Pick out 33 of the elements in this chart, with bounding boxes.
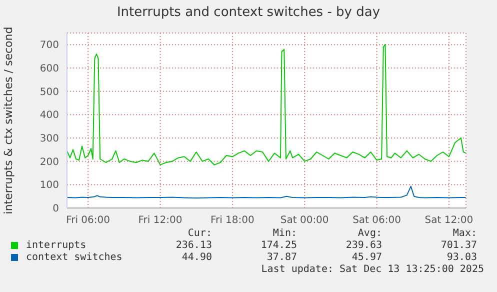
x-tick-label: Sat 06:00 [352, 215, 401, 226]
text: 239.63 [346, 240, 382, 251]
text: Last update: Sat Dec 13 13:25:00 2025 [260, 264, 485, 276]
x-tick-label: Fri 12:00 [138, 215, 182, 226]
legend-label: context switches [26, 252, 122, 263]
text: 701.37 [440, 240, 477, 251]
y-axis-title: interrupts & ctx switches / second [2, 26, 16, 214]
chart-title: Interrupts and context switches - by day [116, 5, 382, 20]
text: 93.03 [446, 252, 477, 263]
y-tick-label: 400 [40, 110, 59, 122]
legend-label: interrupts [26, 240, 86, 251]
y-tick-label: 500 [40, 86, 59, 98]
text: 37.87 [266, 252, 297, 263]
x-tick-label: Fri 18:00 [210, 215, 254, 226]
text: 236.13 [176, 240, 212, 251]
x-tick-label: Fri 06:00 [66, 215, 110, 226]
text: 174.25 [260, 240, 297, 251]
x-tick-label: Sat 12:00 [424, 215, 474, 226]
text: 45.97 [352, 252, 382, 263]
y-tick-label: 300 [40, 134, 59, 145]
y-tick-label: 700 [40, 40, 59, 52]
y-tick-label: 100 [40, 180, 59, 192]
text: Max: [452, 228, 477, 239]
y-tick-label: 200 [40, 156, 59, 168]
text: 44.90 [182, 252, 212, 263]
x-tick-label: Sat 00:00 [280, 215, 329, 226]
text: Min: [272, 228, 297, 239]
line-series [67, 186, 466, 198]
line-series [67, 44, 466, 166]
text: Avg: [358, 228, 382, 239]
text: Cur: [188, 228, 212, 239]
y-tick-label: 0 [52, 204, 59, 215]
y-tick-label: 600 [40, 64, 59, 75]
